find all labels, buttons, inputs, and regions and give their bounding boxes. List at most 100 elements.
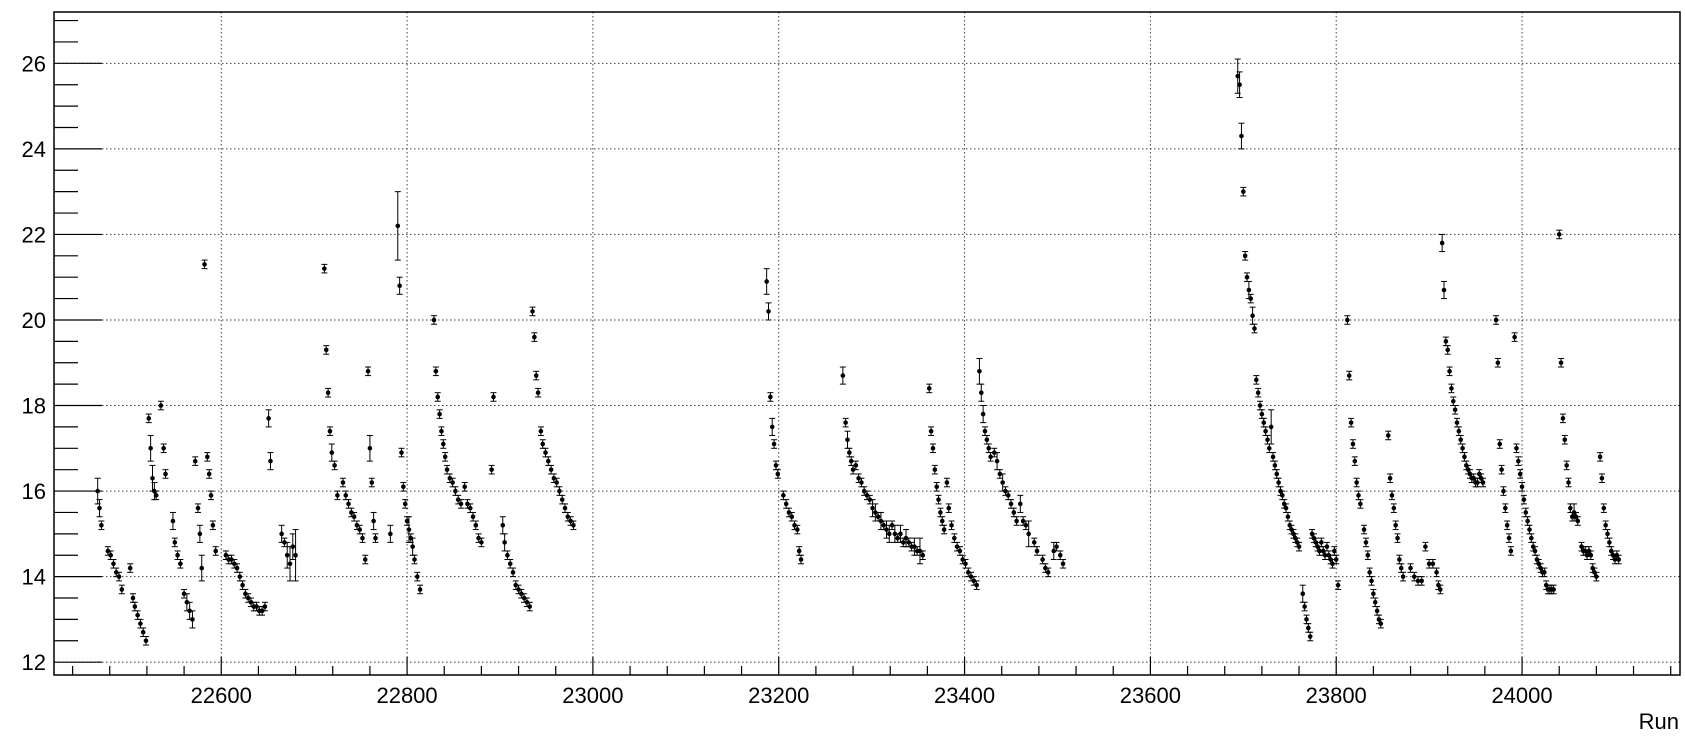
data-point xyxy=(1333,554,1340,565)
point-marker xyxy=(1367,570,1372,575)
data-point xyxy=(1493,315,1500,325)
point-marker xyxy=(1254,377,1259,383)
point-marker xyxy=(768,394,773,400)
point-marker xyxy=(441,441,446,447)
data-point xyxy=(937,507,944,518)
point-marker xyxy=(1034,548,1040,554)
point-marker xyxy=(262,604,268,609)
data-point xyxy=(945,503,952,513)
point-marker xyxy=(1569,514,1575,520)
data-point xyxy=(265,409,272,428)
point-marker xyxy=(535,390,541,395)
point-marker xyxy=(1527,527,1532,532)
point-marker xyxy=(1556,232,1562,237)
data-point xyxy=(1013,516,1020,526)
data-point xyxy=(1559,413,1566,424)
point-marker xyxy=(1371,591,1376,597)
point-marker xyxy=(994,458,1000,464)
point-marker xyxy=(1437,587,1443,592)
point-marker xyxy=(507,561,513,567)
point-marker xyxy=(1475,480,1480,485)
data-point xyxy=(440,439,447,449)
point-marker xyxy=(158,403,164,408)
point-marker xyxy=(1449,386,1454,391)
data-point xyxy=(331,460,338,471)
data-point xyxy=(1418,576,1425,586)
point-marker xyxy=(340,480,346,485)
point-marker xyxy=(1434,570,1439,575)
point-marker xyxy=(170,518,176,524)
data-point xyxy=(928,426,935,436)
point-marker xyxy=(192,458,198,464)
point-marker xyxy=(1512,334,1517,340)
data-point xyxy=(1519,482,1526,492)
point-marker xyxy=(489,467,494,472)
point-marker xyxy=(266,416,271,421)
point-marker xyxy=(284,552,290,558)
point-marker xyxy=(1408,565,1413,571)
data-point xyxy=(765,302,772,321)
point-marker xyxy=(1324,544,1330,549)
data-point xyxy=(1507,546,1514,556)
point-marker xyxy=(1248,296,1254,301)
data-point xyxy=(116,571,123,582)
point-marker xyxy=(335,493,340,498)
point-marker xyxy=(329,450,335,455)
point-marker xyxy=(399,450,404,455)
point-marker xyxy=(1597,454,1603,460)
data-point xyxy=(767,392,774,402)
point-marker xyxy=(1361,527,1367,532)
data-point xyxy=(1010,507,1017,518)
point-marker xyxy=(1060,561,1066,567)
point-marker xyxy=(1026,531,1031,537)
point-marker xyxy=(843,420,848,425)
point-marker xyxy=(360,535,365,541)
data-point xyxy=(431,315,438,325)
point-marker xyxy=(538,428,544,434)
point-marker xyxy=(1607,540,1612,545)
data-point xyxy=(948,520,955,531)
data-point xyxy=(206,469,213,479)
data-point xyxy=(432,366,439,377)
point-marker xyxy=(798,557,804,562)
point-marker xyxy=(1400,574,1406,579)
data-point xyxy=(478,537,485,548)
point-marker xyxy=(1365,552,1371,558)
y-tick-label: 12 xyxy=(22,650,46,675)
point-marker xyxy=(163,471,168,477)
point-marker xyxy=(562,505,568,511)
point-marker xyxy=(1307,634,1313,639)
point-marker xyxy=(1255,390,1261,395)
data-point xyxy=(98,520,105,531)
point-marker xyxy=(500,522,506,528)
data-point xyxy=(414,571,421,582)
point-marker xyxy=(287,561,293,567)
data-point xyxy=(368,477,375,488)
point-marker xyxy=(395,223,401,229)
data-point xyxy=(289,533,296,561)
data-point xyxy=(1394,533,1401,543)
data-point xyxy=(1361,524,1368,535)
point-marker xyxy=(202,262,207,267)
data-point xyxy=(434,392,441,402)
data-point xyxy=(1606,537,1613,548)
y-tick-label: 16 xyxy=(22,479,46,504)
point-marker xyxy=(388,531,393,537)
point-marker xyxy=(1521,497,1527,502)
point-marker xyxy=(540,441,546,447)
point-marker xyxy=(1237,82,1242,88)
point-marker xyxy=(1517,471,1523,477)
data-point xyxy=(467,503,474,513)
point-marker xyxy=(1532,548,1538,554)
point-marker xyxy=(433,369,439,374)
data-point xyxy=(209,520,216,531)
point-marker xyxy=(1391,505,1397,511)
x-tick-label: 23800 xyxy=(1306,683,1367,708)
point-marker xyxy=(132,604,138,609)
data-point xyxy=(1060,559,1067,569)
data-point xyxy=(852,460,859,471)
point-marker xyxy=(986,445,992,451)
data-point xyxy=(545,456,552,466)
data-point xyxy=(1600,503,1607,513)
data-point xyxy=(198,554,205,582)
